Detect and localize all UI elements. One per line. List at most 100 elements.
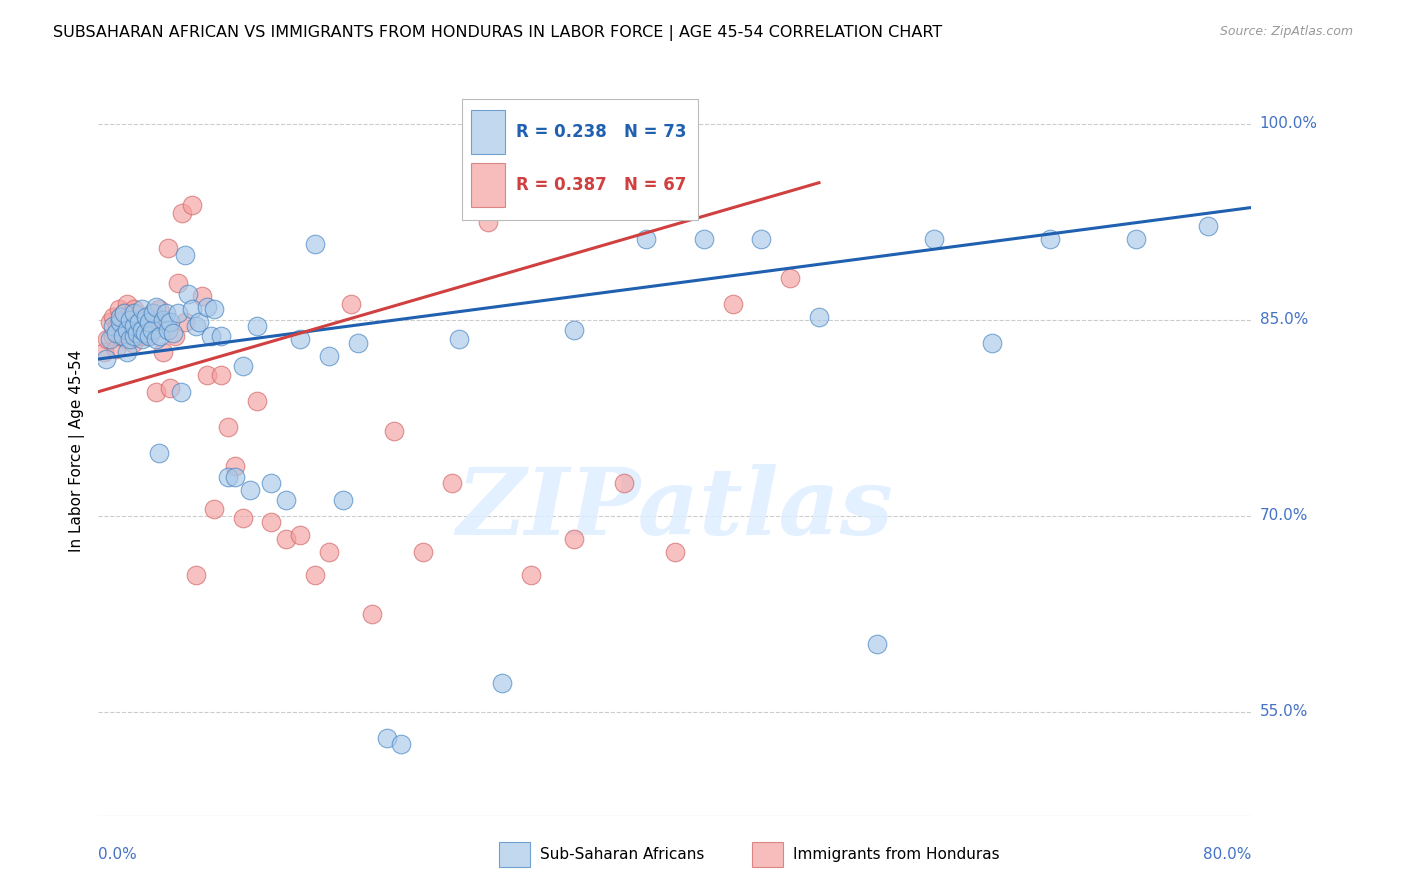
- Point: [866, 637, 889, 651]
- Point: [124, 306, 146, 320]
- Point: [186, 319, 208, 334]
- Point: [152, 313, 174, 327]
- Point: [191, 289, 214, 303]
- Point: [111, 328, 134, 343]
- Point: [98, 333, 121, 347]
- FancyBboxPatch shape: [471, 163, 505, 207]
- Point: [779, 271, 801, 285]
- Point: [195, 300, 218, 314]
- Point: [128, 313, 150, 327]
- Point: [239, 483, 262, 497]
- FancyBboxPatch shape: [471, 111, 505, 154]
- Point: [981, 336, 1004, 351]
- Point: [412, 545, 434, 559]
- Text: Sub-Saharan Africans: Sub-Saharan Africans: [540, 847, 704, 862]
- Point: [361, 607, 384, 621]
- Point: [120, 328, 142, 343]
- Point: [1039, 232, 1062, 246]
- Point: [224, 459, 246, 474]
- Point: [169, 384, 191, 399]
- Point: [274, 493, 297, 508]
- Point: [105, 319, 128, 334]
- Point: [166, 277, 188, 291]
- Point: [231, 359, 254, 373]
- Point: [112, 306, 135, 320]
- Text: Immigrants from Honduras: Immigrants from Honduras: [793, 847, 1000, 862]
- Text: R = 0.238   N = 73: R = 0.238 N = 73: [516, 123, 686, 141]
- Point: [96, 333, 118, 347]
- Point: [209, 368, 232, 382]
- Point: [117, 345, 139, 359]
- Point: [148, 446, 170, 460]
- Point: [1197, 219, 1219, 233]
- Point: [318, 350, 340, 364]
- Point: [751, 232, 773, 246]
- Point: [155, 306, 177, 320]
- Point: [127, 328, 149, 343]
- Point: [491, 676, 513, 690]
- Point: [124, 302, 146, 317]
- Point: [693, 232, 716, 246]
- Point: [104, 342, 127, 356]
- Point: [156, 241, 179, 255]
- Point: [332, 493, 354, 508]
- Point: [135, 310, 157, 325]
- Point: [562, 533, 585, 547]
- Point: [131, 323, 153, 337]
- Point: [108, 310, 131, 325]
- Point: [375, 731, 398, 745]
- Point: [217, 420, 239, 434]
- Text: 55.0%: 55.0%: [1260, 704, 1308, 719]
- Point: [200, 328, 222, 343]
- Point: [141, 306, 163, 320]
- Point: [562, 323, 585, 337]
- Point: [138, 316, 160, 330]
- Point: [477, 215, 499, 229]
- Point: [290, 528, 312, 542]
- Point: [145, 384, 167, 399]
- Point: [124, 323, 146, 337]
- Point: [260, 516, 283, 530]
- Point: [134, 326, 156, 340]
- Point: [181, 198, 204, 212]
- Point: [924, 232, 946, 246]
- Point: [346, 336, 368, 351]
- Point: [224, 469, 246, 483]
- Point: [120, 333, 142, 347]
- Point: [1125, 232, 1147, 246]
- Y-axis label: In Labor Force | Age 45-54: In Labor Force | Age 45-54: [69, 350, 84, 551]
- Point: [186, 567, 208, 582]
- Point: [181, 302, 204, 317]
- Point: [107, 302, 129, 317]
- Point: [274, 533, 297, 547]
- Point: [101, 328, 124, 343]
- Point: [636, 232, 658, 246]
- Point: [202, 302, 225, 317]
- Point: [664, 545, 686, 559]
- Point: [142, 323, 165, 337]
- Point: [138, 328, 160, 343]
- Point: [260, 476, 283, 491]
- Point: [145, 333, 167, 347]
- Point: [121, 306, 143, 320]
- Point: [117, 297, 139, 311]
- Point: [131, 302, 153, 317]
- Text: 70.0%: 70.0%: [1260, 508, 1308, 524]
- Point: [120, 313, 142, 327]
- Point: [128, 316, 150, 330]
- Point: [118, 316, 141, 330]
- Point: [520, 567, 543, 582]
- Point: [195, 368, 218, 382]
- Point: [174, 316, 197, 330]
- Point: [382, 424, 405, 438]
- Point: [188, 316, 211, 330]
- FancyBboxPatch shape: [461, 99, 697, 220]
- Point: [177, 286, 200, 301]
- Point: [108, 316, 131, 330]
- Point: [93, 345, 115, 359]
- Point: [98, 316, 121, 330]
- Point: [290, 333, 312, 347]
- Point: [389, 737, 412, 751]
- Point: [246, 393, 269, 408]
- Point: [304, 567, 326, 582]
